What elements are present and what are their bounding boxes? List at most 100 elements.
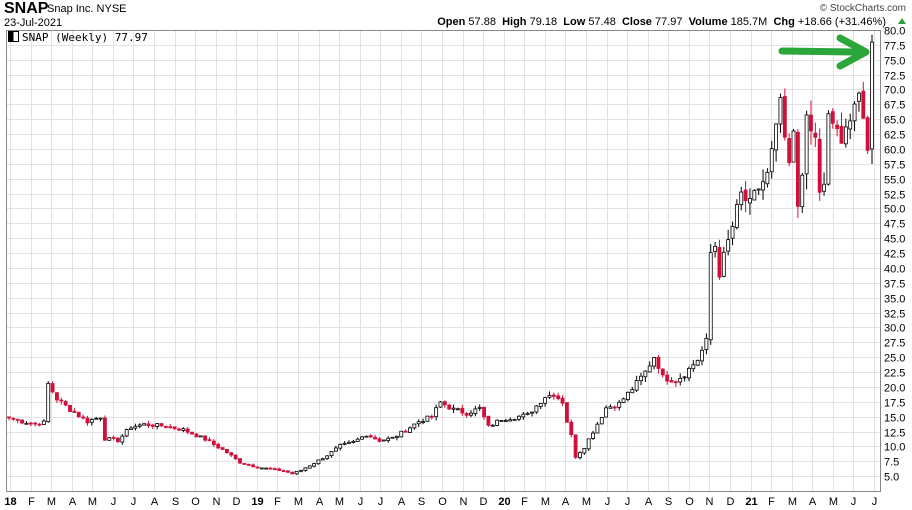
candle-body: [604, 407, 609, 418]
candle-body: [734, 204, 739, 228]
candle-body: [612, 406, 617, 409]
y-tick-label: 37.5: [884, 279, 905, 291]
x-tick-label: M: [541, 496, 550, 508]
y-tick-label: 62.5: [884, 130, 905, 142]
x-tick-label: M: [829, 496, 838, 508]
candle-body: [447, 404, 452, 410]
candle-body: [50, 383, 55, 393]
x-tick-label: A: [69, 496, 77, 508]
candle-body: [320, 458, 325, 461]
candle-body: [469, 412, 473, 416]
y-tick-label: 5.0: [884, 472, 899, 484]
x-tick-label: S: [172, 496, 179, 508]
candle-body: [717, 247, 722, 278]
candle-body: [765, 171, 770, 185]
x-tick-label: O: [685, 496, 694, 508]
candle-body: [830, 111, 835, 124]
candle-body: [791, 130, 796, 163]
x-tick-label: A: [151, 496, 159, 508]
candle-body: [660, 368, 665, 376]
x-tick-label: J: [131, 496, 137, 508]
candle-body: [242, 463, 247, 465]
x-tick-label: N: [706, 496, 714, 508]
candle-body: [569, 421, 574, 436]
x-tick-label: A: [809, 496, 817, 508]
x-tick-label: J: [378, 496, 384, 508]
x-tick-label: F: [768, 496, 775, 508]
arrow-head: [836, 34, 870, 70]
close-value: 77.97: [655, 16, 683, 28]
low-label: Low: [563, 16, 586, 28]
legend-text: SNAP (Weekly) 77.97: [22, 31, 148, 44]
candle-body: [787, 138, 792, 164]
quote-date: 23-Jul-2021: [4, 17, 63, 29]
candle-body: [599, 417, 604, 425]
y-tick-label: 67.5: [884, 100, 905, 112]
candle-body: [817, 138, 822, 193]
candle-body: [15, 418, 20, 421]
candle-body: [120, 435, 125, 443]
y-tick-label: 75.0: [884, 56, 905, 68]
candle-body: [752, 190, 757, 201]
arrow-shaft: [778, 47, 859, 56]
candle-body: [364, 435, 369, 438]
candle-body: [307, 465, 312, 469]
y-tick-label: 42.5: [884, 249, 905, 261]
candle-body: [55, 392, 59, 401]
candle-body: [665, 374, 670, 382]
candle-body: [477, 406, 482, 409]
candle-body: [856, 92, 861, 102]
y-tick-label: 80.0: [884, 26, 905, 38]
candle-body: [394, 435, 399, 438]
candle-body: [225, 448, 229, 453]
candle-body: [822, 183, 826, 192]
x-tick-label: D: [480, 496, 488, 508]
candle-body: [704, 337, 709, 351]
candle-body: [177, 428, 181, 431]
candle-body: [769, 148, 774, 173]
company-name: Snap Inc. NYSE: [47, 3, 127, 15]
high-value: 79.18: [529, 16, 558, 28]
x-tick-label: S: [418, 496, 425, 508]
candle-body: [456, 408, 460, 411]
candle-body: [617, 401, 622, 408]
candle-body: [355, 438, 360, 442]
candle-body: [190, 431, 194, 435]
candle-body: [142, 423, 147, 426]
candle-body: [185, 428, 190, 433]
open-label: Open: [437, 16, 466, 28]
y-tick-label: 7.5: [884, 457, 899, 469]
candle-body: [865, 117, 870, 151]
up-triangle-icon: [898, 18, 906, 24]
y-tick-label: 45.0: [884, 234, 905, 246]
y-tick-label: 70.0: [884, 85, 905, 97]
candle-body: [490, 424, 495, 427]
candle-body: [150, 424, 155, 427]
ohlc-summary: Open 57.88 High 79.18 Low 57.48 Close 77…: [437, 16, 886, 28]
candle-body: [203, 435, 208, 441]
candle-body: [713, 245, 718, 252]
candle-body: [695, 360, 700, 366]
candle-body: [146, 423, 151, 427]
candle-body: [673, 381, 678, 384]
candle-body: [543, 397, 548, 404]
y-tick-label: 57.5: [884, 160, 905, 172]
candle-body: [408, 427, 412, 433]
candle-body: [809, 114, 813, 132]
candle-body: [351, 441, 356, 443]
x-tick-label: J: [111, 496, 117, 508]
candle-body: [774, 123, 779, 151]
x-tick-label: F: [521, 496, 528, 508]
candle-body: [582, 448, 587, 454]
candle-body: [647, 365, 652, 373]
candle-body: [678, 377, 683, 383]
candle-body: [534, 405, 539, 413]
candle-body: [804, 114, 809, 175]
candle-body: [216, 443, 221, 449]
stockcharts-brand[interactable]: © StockCharts.com: [819, 3, 906, 14]
y-tick-label: 40.0: [884, 264, 905, 276]
y-tick-label: 17.5: [884, 398, 905, 410]
annotation-arrow: [778, 34, 870, 70]
candle-body: [116, 437, 120, 443]
